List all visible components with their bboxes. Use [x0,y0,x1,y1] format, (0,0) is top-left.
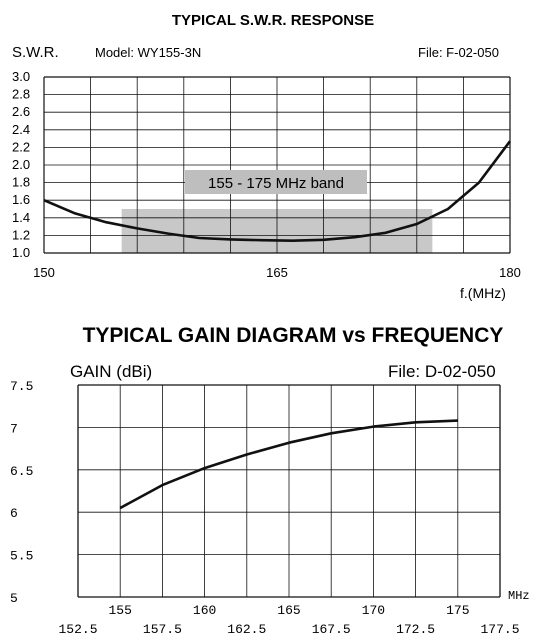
gain-x-tick-label-upper: 165 [277,603,300,618]
swr-band-label: 155 - 175 MHz band [208,175,344,192]
gain-x-tick-label-lower: 152.5 [58,622,97,637]
gain-line [119,419,458,510]
swr-y-tick-label: 1.4 [12,210,30,225]
gain-x-tick-label-upper: 160 [193,603,216,618]
gain-y-tick-label: 6 [10,506,18,521]
gain-x-tick-label-lower: 177.5 [480,622,519,637]
swr-y-tick-label: 1.0 [12,245,30,260]
gain-chart-title: TYPICAL GAIN DIAGRAM vs FREQUENCY [83,324,504,347]
gain-x-tick-label-lower: 162.5 [227,622,266,637]
swr-band-label-box [185,170,367,194]
swr-y-tick-label: 2.6 [12,104,30,119]
swr-x-axis-label: f.(MHz) [460,285,506,301]
swr-y-tick-label: 2.0 [12,157,30,172]
swr-response-line [43,140,512,242]
swr-y-tick-label: 1.8 [12,175,30,190]
swr-x-tick-label: 150 [33,265,55,280]
swr-y-tick-label: 2.4 [12,122,30,137]
gain-x-axis-label: MHz [508,589,530,603]
swr-file-label: File: F-02-050 [418,45,499,60]
gain-x-tick-label-upper: 170 [362,603,385,618]
gain-x-tick-label-lower: 167.5 [312,622,351,637]
swr-y-tick-label: 2.2 [12,139,30,154]
gain-y-tick-label: 7.5 [10,379,33,394]
swr-y-tick-label: 1.6 [12,192,30,207]
swr-y-tick-label: 2.8 [12,87,30,102]
gain-x-tick-label-upper: 175 [446,603,469,618]
swr-y-tick-label: 3.0 [12,69,30,84]
swr-y-axis-label: S.W.R. [12,44,59,61]
gain-x-tick-label-lower: 172.5 [396,622,435,637]
gain-x-tick-label-upper: 155 [108,603,131,618]
gain-y-tick-label: 5.5 [10,549,33,564]
gain-y-tick-label: 7 [10,421,18,436]
swr-x-tick-label: 180 [499,265,521,280]
swr-x-tick-label: 165 [266,265,288,280]
gain-file-label: File: D-02-050 [388,362,496,381]
gain-y-tick-label: 6.5 [10,464,33,479]
swr-y-tick-label: 1.2 [12,227,30,242]
swr-model-label: Model: WY155-3N [95,45,201,60]
gain-y-tick-label: 5 [10,591,18,606]
gain-y-axis-label: GAIN (dBi) [70,362,152,381]
swr-chart-title: TYPICAL S.W.R. RESPONSE [172,12,374,29]
gain-x-tick-label-lower: 157.5 [143,622,182,637]
